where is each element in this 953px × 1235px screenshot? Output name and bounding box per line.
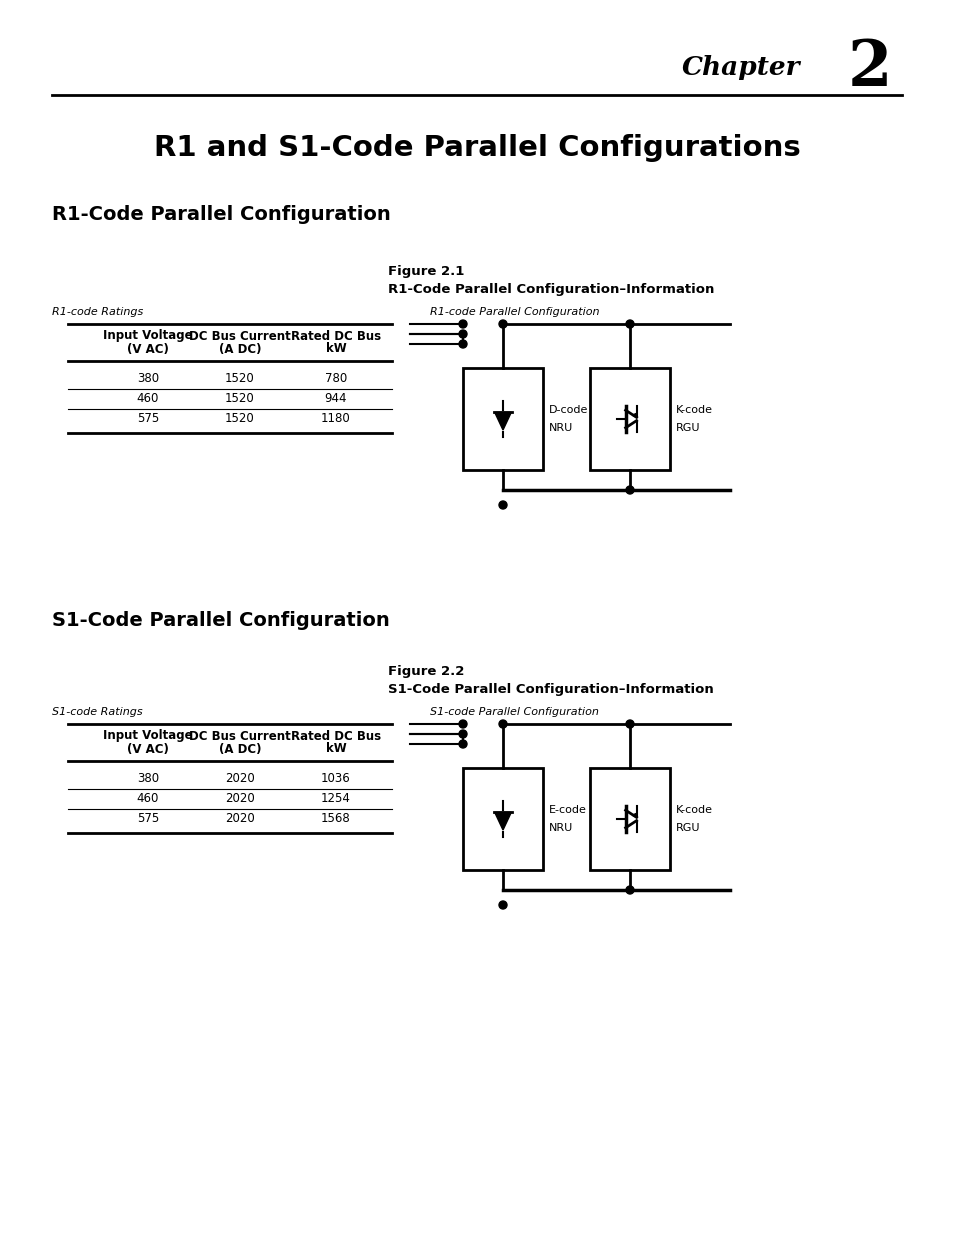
Text: S1-code Ratings: S1-code Ratings [52, 706, 143, 718]
Circle shape [625, 720, 634, 727]
Bar [462, 768, 542, 869]
Circle shape [458, 340, 467, 348]
Bar [462, 368, 542, 471]
Text: Figure 2.1: Figure 2.1 [388, 266, 464, 279]
Text: Figure 2.2: Figure 2.2 [388, 666, 464, 678]
Text: 2020: 2020 [225, 772, 254, 784]
Text: 460: 460 [136, 793, 159, 805]
Text: NRU: NRU [548, 823, 573, 832]
Circle shape [458, 330, 467, 338]
Text: (A DC): (A DC) [218, 742, 261, 756]
Text: 1520: 1520 [225, 393, 254, 405]
Text: 2: 2 [847, 37, 891, 99]
Text: Rated DC Bus: Rated DC Bus [291, 730, 380, 742]
Text: 1180: 1180 [321, 412, 351, 426]
Text: K-code: K-code [676, 405, 712, 415]
Text: DC Bus Current: DC Bus Current [189, 330, 291, 342]
Text: R1 and S1-Code Parallel Configurations: R1 and S1-Code Parallel Configurations [153, 135, 800, 162]
Text: 1254: 1254 [321, 793, 351, 805]
Circle shape [458, 740, 467, 748]
Text: 1036: 1036 [321, 772, 351, 784]
Bar [589, 368, 669, 471]
Circle shape [625, 885, 634, 894]
Circle shape [498, 720, 506, 727]
Text: DC Bus Current: DC Bus Current [189, 730, 291, 742]
Text: K-code: K-code [676, 805, 712, 815]
Text: (V AC): (V AC) [127, 742, 169, 756]
Polygon shape [632, 414, 636, 417]
Text: 460: 460 [136, 393, 159, 405]
Circle shape [498, 501, 506, 509]
Text: 944: 944 [324, 393, 347, 405]
Text: 380: 380 [137, 772, 159, 784]
Text: NRU: NRU [548, 424, 573, 433]
Text: R1-Code Parallel Configuration: R1-Code Parallel Configuration [52, 205, 391, 225]
Polygon shape [495, 412, 511, 430]
Circle shape [498, 320, 506, 329]
Text: Rated DC Bus: Rated DC Bus [291, 330, 380, 342]
Bar [589, 768, 669, 869]
Text: Input Voltage: Input Voltage [103, 330, 193, 342]
Text: (V AC): (V AC) [127, 342, 169, 356]
Text: kW: kW [325, 342, 346, 356]
Text: S1-code Parallel Configuration: S1-code Parallel Configuration [430, 706, 598, 718]
Circle shape [458, 320, 467, 329]
Circle shape [625, 320, 634, 329]
Circle shape [498, 902, 506, 909]
Text: 1568: 1568 [321, 813, 351, 825]
Text: 780: 780 [325, 372, 347, 384]
Text: 2020: 2020 [225, 813, 254, 825]
Text: Input Voltage: Input Voltage [103, 730, 193, 742]
Text: (A DC): (A DC) [218, 342, 261, 356]
Polygon shape [495, 813, 511, 830]
Text: R1-Code Parallel Configuration–Information: R1-Code Parallel Configuration–Informati… [388, 284, 714, 296]
Text: 575: 575 [136, 412, 159, 426]
Circle shape [458, 730, 467, 739]
Text: RGU: RGU [676, 823, 700, 832]
Text: R1-code Ratings: R1-code Ratings [52, 308, 143, 317]
Text: S1-Code Parallel Configuration: S1-Code Parallel Configuration [52, 610, 390, 630]
Text: 1520: 1520 [225, 372, 254, 384]
Text: 2020: 2020 [225, 793, 254, 805]
Circle shape [458, 720, 467, 727]
Text: 380: 380 [137, 372, 159, 384]
Circle shape [625, 487, 634, 494]
Text: 575: 575 [136, 813, 159, 825]
Polygon shape [632, 814, 636, 818]
Text: kW: kW [325, 742, 346, 756]
Text: E-code: E-code [548, 805, 586, 815]
Text: Chapter: Chapter [680, 56, 800, 80]
Text: RGU: RGU [676, 424, 700, 433]
Text: S1-Code Parallel Configuration–Information: S1-Code Parallel Configuration–Informati… [388, 683, 713, 697]
Text: R1-code Parallel Configuration: R1-code Parallel Configuration [430, 308, 598, 317]
Text: D-code: D-code [548, 405, 588, 415]
Text: 1520: 1520 [225, 412, 254, 426]
